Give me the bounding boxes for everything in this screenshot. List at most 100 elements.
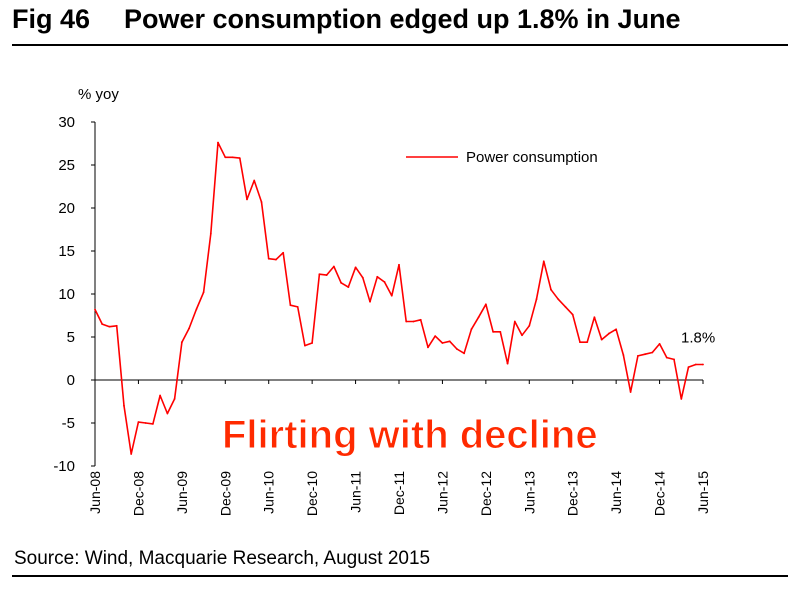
data-point: [644, 353, 646, 356]
y-axis-unit-label: % yoy: [78, 86, 119, 103]
data-point: [340, 281, 342, 284]
source-note: Source: Wind, Macquarie Research, August…: [14, 548, 431, 569]
data-point: [535, 298, 538, 301]
legend-label: Power consumption: [466, 149, 598, 166]
x-tick-label: Dec-08: [130, 471, 146, 516]
data-point: [123, 404, 125, 407]
x-tick-label: Jun-14: [608, 471, 624, 514]
data-point: [506, 362, 509, 365]
y-tick-label: 30: [58, 114, 75, 131]
data-point: [369, 300, 371, 303]
data-point: [586, 341, 589, 344]
x-tick-label: Dec-13: [565, 471, 581, 516]
data-point: [282, 251, 285, 254]
data-point: [673, 358, 675, 361]
bottom-rule: [12, 575, 788, 577]
data-point: [557, 298, 560, 301]
x-tick-label: Jun-12: [434, 471, 450, 514]
x-tick-label: Jun-08: [87, 471, 103, 514]
data-point: [687, 366, 690, 368]
data-point: [636, 355, 639, 357]
data-point: [383, 281, 386, 283]
data-point: [615, 328, 618, 331]
data-point: [694, 363, 697, 366]
data-point: [159, 394, 162, 397]
series-line-power-consumption: [94, 141, 703, 455]
y-tick-label: 15: [58, 243, 75, 260]
data-point: [267, 257, 270, 260]
x-tick-label: Jun-11: [348, 471, 364, 513]
data-point: [398, 263, 400, 266]
data-point: [542, 260, 545, 263]
overlay-caption: Flirting with decline: [222, 413, 598, 457]
data-point: [658, 342, 661, 345]
y-tick-label: 0: [67, 372, 75, 389]
data-point: [209, 232, 212, 235]
data-point: [492, 330, 494, 333]
figure-number: Fig 46: [12, 4, 91, 34]
series-layer: [94, 141, 704, 455]
y-axis-ticks: -10 -5 0 5 10 15 20 25 30: [53, 114, 95, 475]
data-point: [376, 275, 379, 278]
data-point: [463, 352, 466, 355]
data-point: [332, 265, 335, 268]
figure-title: Fig 46 Power consumption edged up 1.8% in…: [12, 4, 788, 35]
data-point: [470, 328, 473, 331]
x-axis-ticks: Jun-08 Dec-08 Jun-09 Dec-09 Jun-10 Dec-10 Jun-…: [87, 380, 711, 516]
data-point: [593, 316, 596, 319]
y-tick-label: 25: [58, 157, 75, 174]
data-point: [108, 325, 111, 328]
data-point: [101, 323, 104, 325]
data-point: [173, 398, 176, 400]
data-point: [622, 354, 625, 356]
x-tick-label: Jun-15: [695, 471, 711, 514]
data-point: [137, 421, 140, 424]
data-point: [390, 294, 393, 297]
data-point: [275, 258, 277, 261]
data-point: [571, 313, 574, 316]
data-point: [629, 391, 632, 393]
data-point: [166, 412, 169, 415]
data-point: [499, 330, 502, 333]
data-point: [347, 286, 350, 289]
data-point: [579, 341, 581, 344]
y-tick-label: 5: [67, 329, 75, 346]
x-tick-label: Jun-13: [521, 471, 537, 514]
data-point: [528, 324, 531, 327]
y-tick-label: -10: [53, 458, 75, 475]
data-point: [130, 453, 133, 455]
chart-legend: Power consumption: [406, 149, 598, 166]
data-point: [665, 356, 668, 359]
data-point: [564, 306, 567, 308]
y-tick-label: -5: [62, 415, 75, 432]
x-tick-label: Dec-12: [478, 471, 494, 516]
data-point: [246, 198, 248, 201]
x-tick-label: Dec-14: [652, 471, 668, 516]
data-point: [680, 398, 683, 400]
data-point: [651, 351, 654, 354]
data-point: [550, 288, 552, 291]
x-tick-label: Dec-09: [217, 471, 233, 516]
y-tick-label: 10: [58, 286, 75, 303]
data-point: [304, 344, 306, 347]
data-point: [354, 266, 357, 269]
data-point: [202, 291, 205, 294]
data-point: [513, 320, 516, 323]
data-point: [195, 308, 198, 311]
x-tick-label: Dec-11: [391, 471, 407, 515]
data-point: [608, 332, 610, 335]
data-point: [217, 141, 219, 144]
data-point: [289, 304, 292, 307]
data-point: [188, 327, 190, 330]
data-point: [115, 324, 118, 327]
data-point: [361, 276, 364, 279]
overlay-layer: Flirting with decline: [222, 413, 599, 458]
x-tick-label: Dec-10: [304, 471, 320, 516]
data-point: [180, 341, 183, 344]
figure-title-text: Power consumption edged up 1.8% in June: [124, 4, 681, 34]
x-tick-label: Jun-09: [174, 471, 190, 514]
title-rule: [12, 44, 788, 46]
data-point: [231, 156, 234, 159]
data-point: [253, 179, 256, 182]
